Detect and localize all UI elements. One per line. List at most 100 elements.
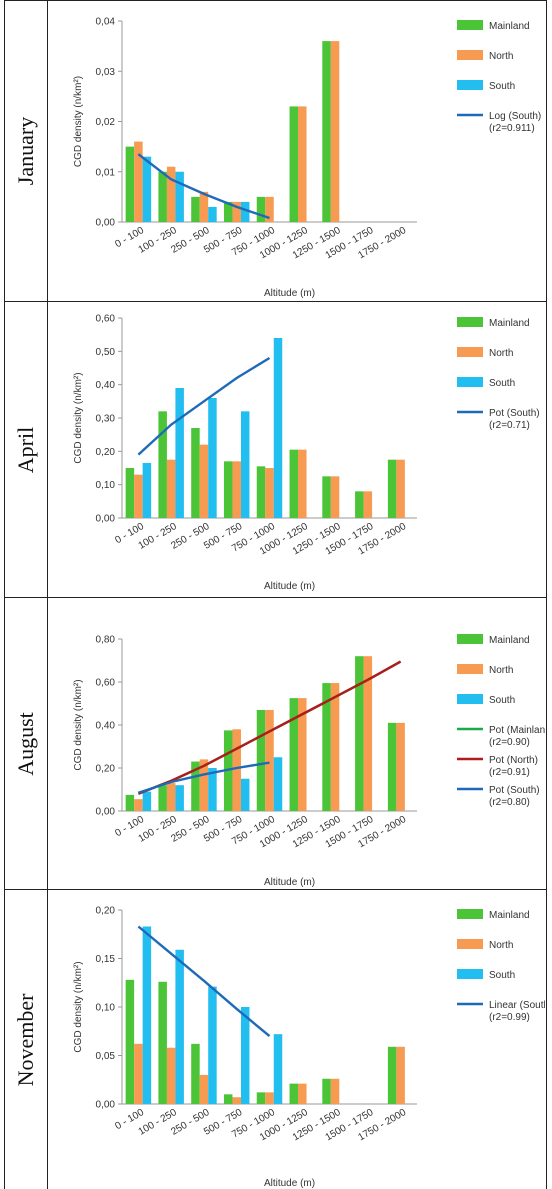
bar-north — [298, 698, 307, 811]
bar-north — [166, 783, 176, 811]
bar-south — [240, 201, 250, 222]
legend-swatch — [457, 80, 483, 90]
legend-label: North — [489, 51, 513, 62]
legend-swatch — [457, 664, 483, 674]
bar-mainland — [223, 1094, 233, 1104]
y-tick-label: 0,30 — [96, 414, 116, 425]
bar-south — [142, 156, 152, 222]
legend-swatch — [457, 694, 483, 704]
y-tick-label: 0,40 — [96, 721, 116, 732]
y-tick-label: 0,05 — [96, 1051, 116, 1062]
bar-north — [298, 106, 307, 222]
y-tick-label: 0,40 — [96, 380, 116, 391]
legend-label: Pot (North) — [489, 755, 538, 766]
bar-north — [265, 709, 274, 811]
legend-swatch — [457, 317, 483, 327]
bar-mainland — [256, 466, 266, 518]
bar-south — [208, 986, 217, 1104]
legend-swatch — [457, 939, 483, 949]
bar-mainland — [191, 1043, 200, 1104]
bar-mainland — [256, 196, 266, 222]
bar-mainland — [322, 1078, 331, 1104]
bar-south — [175, 785, 184, 811]
bar-mainland — [387, 1046, 397, 1104]
bar-mainland — [256, 1092, 266, 1104]
bar-mainland — [158, 981, 167, 1104]
bar-mainland — [125, 979, 135, 1104]
legend-label: Pot (Mainland) — [489, 725, 545, 736]
bar-south — [208, 206, 217, 222]
bar-mainland — [223, 201, 233, 222]
panel-november: November 0,00 0,05 0,10 0,15 0,20 CGD density… — [4, 890, 547, 1189]
legend-label: Pot (South) — [489, 785, 540, 796]
bar-north — [363, 491, 373, 518]
x-axis-label: Altitude (m) — [264, 1178, 315, 1189]
bar-north — [330, 41, 340, 222]
legend-label: (r2=0.91) — [489, 767, 530, 778]
legend-label: Pot (South) — [489, 408, 540, 419]
bar-south — [142, 926, 152, 1104]
legend-label: Linear (South) — [489, 1000, 545, 1011]
panel-august: August 0,00 0,20 0,40 0,60 0,80 CGD density (… — [4, 598, 547, 890]
y-axis-label: CGD density (n/km²) — [73, 961, 84, 1052]
bar-south — [208, 768, 217, 811]
y-tick-label: 0,04 — [96, 17, 116, 28]
trendline — [137, 660, 402, 795]
bar-south — [273, 1034, 283, 1104]
trendline — [137, 356, 271, 456]
y-tick-label: 0,60 — [96, 314, 116, 325]
bar-mainland — [289, 106, 299, 222]
bar-south — [142, 791, 152, 811]
bar-north — [232, 461, 241, 518]
bar-north — [265, 196, 274, 222]
y-tick-label: 0,01 — [96, 167, 116, 178]
bar-north — [232, 1097, 241, 1104]
bar-mainland — [387, 722, 397, 811]
bar-mainland — [125, 146, 135, 222]
bar-north — [363, 656, 373, 811]
bar-mainland — [289, 1083, 299, 1104]
bar-north — [232, 729, 241, 811]
legend-label: Mainland — [489, 21, 530, 32]
x-axis-label: Altitude (m) — [264, 877, 315, 888]
bar-north — [330, 1078, 340, 1104]
y-tick-label: 0,10 — [96, 480, 116, 491]
legend-label: Mainland — [489, 635, 530, 646]
trendline — [137, 925, 271, 1038]
legend-label: (r2=0.80) — [489, 797, 530, 808]
bar-mainland — [191, 196, 200, 222]
y-tick-label: 0,00 — [96, 807, 116, 818]
legend-label: (r2=0.71) — [489, 420, 530, 431]
y-tick-label: 0,20 — [96, 447, 116, 458]
row-label-cell: August — [4, 598, 48, 889]
bar-north — [265, 1092, 274, 1104]
row-label-cell: November — [4, 890, 48, 1189]
y-tick-label: 0,00 — [96, 1100, 116, 1111]
bar-mainland — [322, 41, 331, 222]
bar-north — [330, 683, 340, 811]
bar-mainland — [158, 171, 167, 222]
bar-south — [175, 388, 184, 518]
bar-north — [330, 476, 340, 518]
bar-north — [396, 722, 405, 811]
bar-south — [175, 949, 184, 1104]
y-tick-label: 0,15 — [96, 954, 116, 965]
y-axis-label: CGD density (n/km²) — [73, 679, 84, 770]
legend-swatch — [457, 50, 483, 60]
row-label-cell: April — [4, 302, 48, 597]
y-tick-label: 0,60 — [96, 678, 116, 689]
bar-south — [240, 778, 250, 811]
y-tick-label: 0,50 — [96, 347, 116, 358]
figure-frame — [4, 0, 547, 1189]
y-tick-label: 0,20 — [96, 906, 116, 917]
legend-label: North — [489, 940, 513, 951]
bar-mainland — [158, 411, 167, 518]
y-tick-label: 0,03 — [96, 67, 116, 78]
bar-north — [166, 459, 176, 518]
april-chart: 0,00 0,10 0,20 0,30 0,40 0,50 0,60 CGD density … — [73, 314, 540, 593]
bar-south — [240, 1007, 250, 1104]
bar-mainland — [223, 461, 233, 518]
bar-north — [298, 449, 307, 518]
y-tick-label: 0,00 — [96, 218, 116, 229]
